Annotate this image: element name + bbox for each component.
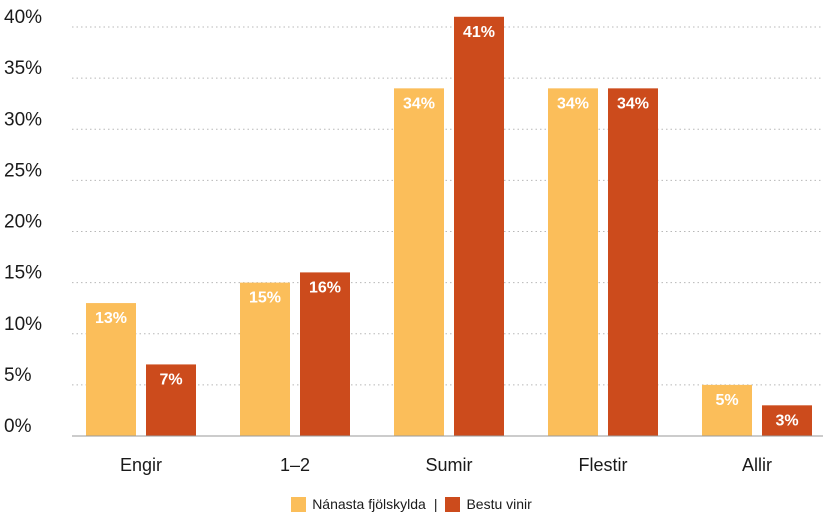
data-label: 13% xyxy=(95,310,127,327)
legend-separator: | xyxy=(433,496,438,512)
bar-series-1 xyxy=(394,88,444,436)
bar-series-2 xyxy=(608,88,658,436)
legend-item-2: Bestu vinir xyxy=(445,496,532,512)
data-label: 7% xyxy=(159,371,182,388)
data-label: 34% xyxy=(403,95,435,112)
legend-item-1: Nánasta fjölskylda xyxy=(291,496,426,512)
data-label: 34% xyxy=(557,95,589,112)
x-tick-label: Flestir xyxy=(579,455,628,475)
legend-swatch-1 xyxy=(291,496,307,512)
bar-series-2 xyxy=(454,16,504,437)
y-tick-label: 15% xyxy=(4,263,42,284)
bar-series-1 xyxy=(240,282,290,436)
legend-swatch-2 xyxy=(445,496,461,512)
y-tick-label: 20% xyxy=(4,212,42,233)
data-label: 3% xyxy=(775,412,798,429)
data-label: 5% xyxy=(715,392,738,409)
y-tick-label: 40% xyxy=(4,7,42,28)
y-tick-label: 10% xyxy=(4,314,42,335)
bar-series-1 xyxy=(548,88,598,436)
data-label: 15% xyxy=(249,290,281,307)
bar-series-2 xyxy=(762,405,812,436)
bar-series-1 xyxy=(702,384,752,436)
data-label: 34% xyxy=(617,95,649,112)
y-tick-label: 25% xyxy=(4,160,42,181)
x-tick-label: Sumir xyxy=(425,455,472,475)
y-tick-label: 5% xyxy=(4,365,32,386)
data-label: 41% xyxy=(463,24,495,41)
bar-series-2 xyxy=(300,272,350,436)
legend-label-1: Nánasta fjölskylda xyxy=(312,496,426,512)
legend-label-2: Bestu vinir xyxy=(466,496,532,512)
legend: Nánasta fjölskylda | Bestu vinir xyxy=(0,494,823,514)
y-tick-label: 35% xyxy=(4,58,42,79)
x-tick-label: 1–2 xyxy=(280,455,310,475)
bar-series-2 xyxy=(146,364,196,436)
x-tick-label: Allir xyxy=(742,455,772,475)
x-tick-label: Engir xyxy=(120,455,162,475)
bar-series-1 xyxy=(86,303,136,436)
data-label: 16% xyxy=(309,279,341,296)
y-tick-label: 30% xyxy=(4,109,42,130)
y-tick-label: 0% xyxy=(4,416,32,437)
